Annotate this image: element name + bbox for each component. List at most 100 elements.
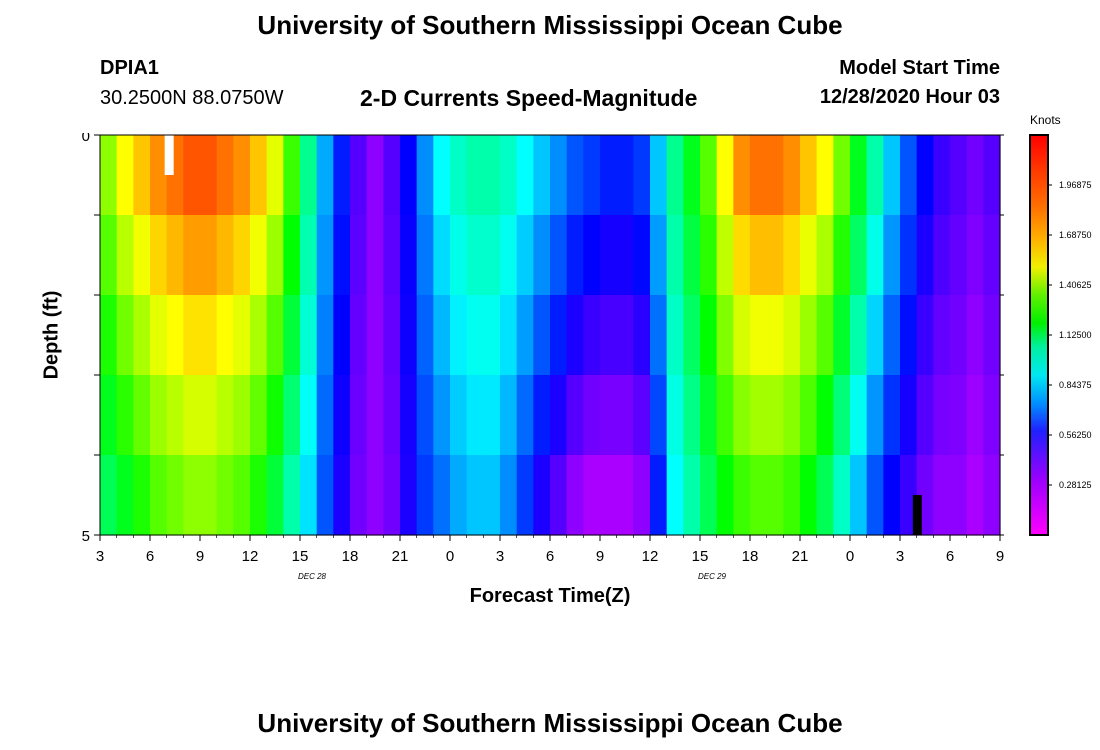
heatmap-cell <box>283 295 301 376</box>
heatmap-cell <box>616 135 634 216</box>
heatmap-cell <box>966 215 984 296</box>
heatmap-cell <box>900 295 918 376</box>
heatmap-cell <box>266 135 284 216</box>
x-tick-label: 12 <box>642 548 659 565</box>
heatmap-cell <box>866 455 884 536</box>
heatmap-cell <box>100 375 118 456</box>
heatmap-cell <box>950 455 968 536</box>
heatmap-cell <box>583 375 601 456</box>
heatmap-cell <box>483 295 501 376</box>
heatmap-cell <box>600 375 618 456</box>
x-tick-label: 3 <box>96 548 104 565</box>
heatmap-cell <box>200 295 218 376</box>
black-marker <box>912 495 922 535</box>
heatmap-cell <box>166 215 184 296</box>
heatmap-cell <box>300 135 318 216</box>
heatmap-cell <box>950 295 968 376</box>
heatmap-cell <box>933 375 951 456</box>
heatmap-cell <box>583 215 601 296</box>
x-axis-label: Forecast Time(Z) <box>469 585 631 607</box>
heatmap-cell <box>283 375 301 456</box>
heatmap-cell <box>366 215 384 296</box>
heatmap-cell <box>566 295 584 376</box>
heatmap-cell <box>700 295 718 376</box>
page-title: University of Southern Mississippi Ocean… <box>257 10 843 40</box>
x-tick-label: 9 <box>996 548 1004 565</box>
heatmap-cell <box>233 215 251 296</box>
heatmap-cell <box>250 135 268 216</box>
station-id: DPIA1 <box>100 57 159 79</box>
heatmap-cell <box>700 455 718 536</box>
chart-subtitle: 2-D Currents Speed-Magnitude <box>360 85 698 111</box>
heatmap-cell <box>200 375 218 456</box>
heatmap-cell <box>783 295 801 376</box>
heatmap-cell <box>516 135 534 216</box>
heatmap-cell <box>616 455 634 536</box>
heatmap-cell <box>833 295 851 376</box>
heatmap-cell <box>800 455 818 536</box>
heatmap-cell <box>983 295 1001 376</box>
heatmap-cell <box>500 455 518 536</box>
heatmap-cell <box>866 375 884 456</box>
heatmap-cell <box>466 455 484 536</box>
heatmap-cell <box>450 215 468 296</box>
heatmap-cell <box>850 215 868 296</box>
heatmap-cell <box>416 295 434 376</box>
heatmap-cell <box>783 215 801 296</box>
heatmap-cell <box>883 135 901 216</box>
heatmap-cell <box>166 295 184 376</box>
colorbar-tick-label: 1.96875 <box>1059 180 1092 190</box>
heatmap-cell <box>666 375 684 456</box>
heatmap-cell <box>200 455 218 536</box>
heatmap-cell <box>366 295 384 376</box>
footer-title: University of Southern Mississippi Ocean… <box>257 708 843 738</box>
heatmap-cell <box>316 215 334 296</box>
heatmap-cell <box>383 295 401 376</box>
heatmap-cell <box>300 455 318 536</box>
heatmap-cell <box>566 455 584 536</box>
x-tick-label: 18 <box>742 548 759 565</box>
colorbar-tick-label: 1.12500 <box>1059 330 1092 340</box>
heatmap-cell <box>450 135 468 216</box>
heatmap-cell <box>533 295 551 376</box>
heatmap-cell <box>283 455 301 536</box>
heatmap-cell <box>133 215 151 296</box>
heatmap-cell <box>850 295 868 376</box>
heatmap-cell <box>266 375 284 456</box>
y-axis: 05 <box>82 133 1004 545</box>
heatmap-cell <box>450 375 468 456</box>
x-tick-label: 6 <box>946 548 954 565</box>
heatmap-cell <box>533 375 551 456</box>
heatmap-cell <box>716 375 734 456</box>
heatmap-cell <box>300 215 318 296</box>
x-tick-label: 12 <box>242 548 259 565</box>
y-tick-label: 0 <box>82 133 90 145</box>
heatmap-cell <box>533 455 551 536</box>
heatmap-cell <box>116 295 134 376</box>
colorbar-tick-label: 1.68750 <box>1059 230 1092 240</box>
heatmap-cell <box>483 215 501 296</box>
heatmap-cell <box>916 135 934 216</box>
heatmap-cell <box>750 215 768 296</box>
heatmap-cell <box>216 455 234 536</box>
heatmap-cell <box>800 375 818 456</box>
heatmap-cell <box>200 215 218 296</box>
heatmap-cell <box>416 455 434 536</box>
heatmap-cell <box>950 135 968 216</box>
heatmap-cell <box>750 455 768 536</box>
heatmap-cell <box>500 135 518 216</box>
date-label: DEC 29 <box>698 572 727 581</box>
heatmap-cell <box>650 295 668 376</box>
heatmap-cell <box>833 375 851 456</box>
heatmap-cell <box>766 455 784 536</box>
heatmap-cell <box>433 215 451 296</box>
heatmap-cell <box>866 135 884 216</box>
heatmap-cell <box>983 375 1001 456</box>
heatmap-cell <box>100 455 118 536</box>
heatmap-cell <box>850 135 868 216</box>
heatmap-cell <box>100 135 118 216</box>
heatmap-cell <box>883 455 901 536</box>
heatmap-cell <box>333 375 351 456</box>
heatmap-cell <box>900 135 918 216</box>
heatmap-cell <box>766 215 784 296</box>
